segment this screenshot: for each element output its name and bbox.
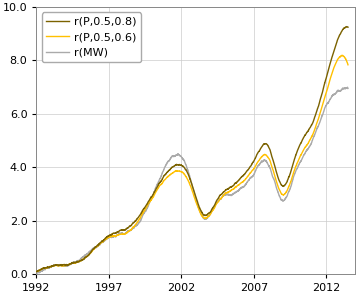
- r(P,0.5,0.8): [158, 180, 162, 184]
- Legend: r(P,0.5,0.8), r(P,0.5,0.6), r(MW): r(P,0.5,0.8), r(P,0.5,0.6), r(MW): [42, 12, 141, 62]
- r(MW): [129, 229, 133, 232]
- r(P,0.5,0.6): [128, 228, 132, 232]
- r(P,0.5,0.6): [49, 265, 53, 268]
- Line: r(MW): r(MW): [37, 87, 348, 273]
- r(MW): [345, 86, 350, 89]
- r(P,0.5,0.6): [158, 184, 162, 187]
- Line: r(P,0.5,0.8): r(P,0.5,0.8): [37, 27, 348, 271]
- r(MW): [307, 145, 311, 149]
- r(P,0.5,0.8): [314, 112, 318, 115]
- r(P,0.5,0.6): [34, 270, 39, 273]
- r(MW): [158, 176, 162, 180]
- r(MW): [314, 130, 318, 133]
- r(P,0.5,0.8): [307, 127, 311, 131]
- r(MW): [96, 244, 100, 247]
- r(P,0.5,0.8): [34, 270, 39, 273]
- r(P,0.5,0.8): [346, 25, 350, 29]
- r(P,0.5,0.8): [96, 243, 100, 247]
- r(MW): [34, 271, 39, 275]
- r(P,0.5,0.6): [346, 63, 350, 67]
- Line: r(P,0.5,0.6): r(P,0.5,0.6): [37, 55, 348, 271]
- r(P,0.5,0.6): [96, 244, 100, 248]
- r(MW): [49, 265, 54, 268]
- r(MW): [346, 87, 350, 90]
- r(P,0.5,0.6): [307, 139, 311, 143]
- r(P,0.5,0.8): [34, 270, 39, 273]
- r(MW): [35, 271, 39, 275]
- r(P,0.5,0.8): [49, 265, 54, 268]
- r(P,0.5,0.8): [344, 25, 349, 28]
- r(P,0.5,0.8): [129, 224, 133, 228]
- r(P,0.5,0.6): [340, 54, 345, 57]
- r(P,0.5,0.6): [314, 124, 318, 128]
